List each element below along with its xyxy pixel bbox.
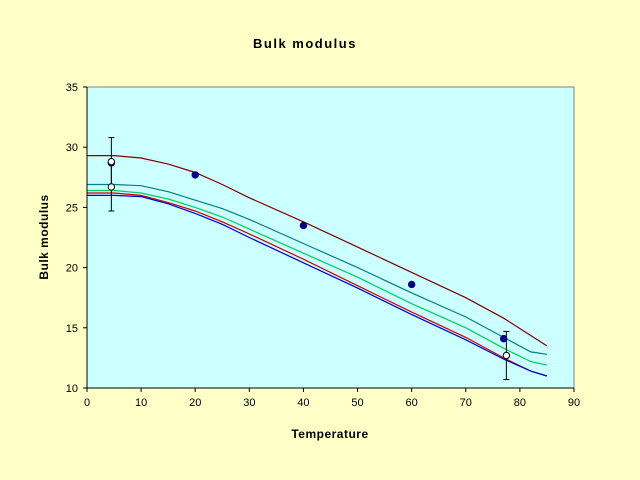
x-axis-title: Temperature	[291, 427, 368, 441]
series-line-3	[87, 189, 548, 366]
x-tick-label: 60	[406, 397, 418, 409]
x-tick-label: 80	[514, 397, 526, 409]
x-tick-label: 30	[243, 397, 255, 409]
series-line-1	[87, 155, 548, 347]
x-axis-ticks: 0 10 20 30 40 50 60 70 80 90	[84, 388, 580, 409]
plot-area	[86, 86, 575, 389]
data-point-filled-5	[499, 334, 508, 343]
data-point-open-1	[107, 157, 116, 166]
data-point-filled-2	[191, 171, 199, 179]
y-tick-label: 25	[66, 202, 78, 214]
y-tick-label: 15	[66, 323, 78, 335]
data-point-filled-3	[299, 221, 308, 230]
series-line-4	[87, 192, 548, 377]
x-tick-label: 50	[351, 397, 363, 409]
chart-title: Bulk modulus	[253, 36, 357, 51]
series-line-2	[87, 183, 547, 355]
x-tick-label: 0	[84, 397, 90, 409]
data-point-filled-4	[407, 280, 416, 289]
x-tick-label: 40	[297, 397, 309, 409]
x-tick-label: 10	[135, 397, 147, 409]
data-point-open-2	[107, 183, 116, 191]
y-tick-label: 20	[66, 263, 78, 275]
marker-layer	[107, 137, 511, 381]
y-tick-label: 30	[66, 142, 78, 154]
y-axis-ticks: 10 15 20 25 30 35	[66, 82, 87, 395]
data-point-open-3	[502, 351, 511, 360]
y-tick-label: 35	[66, 82, 78, 94]
series-layer	[87, 155, 548, 377]
y-tick-label: 10	[66, 383, 78, 395]
series-line-5	[87, 194, 548, 377]
x-tick-label: 90	[568, 397, 580, 409]
y-axis-title: Bulk modulus	[37, 194, 51, 279]
x-tick-label: 20	[189, 397, 201, 409]
x-tick-label: 70	[460, 397, 472, 409]
